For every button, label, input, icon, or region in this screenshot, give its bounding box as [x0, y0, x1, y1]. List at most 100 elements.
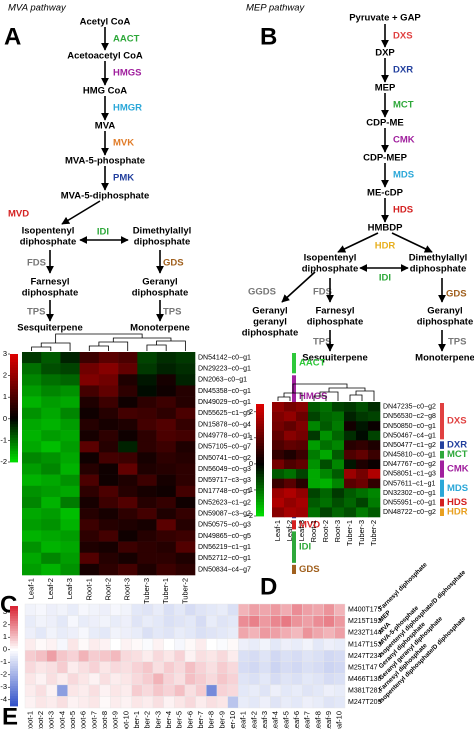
heatmap-cell	[142, 650, 154, 662]
colorbar-step	[256, 476, 264, 480]
heatmap-cell	[131, 661, 143, 674]
heatmap-cell	[60, 519, 80, 531]
heatmap-cell	[248, 684, 260, 697]
colorbar-step	[10, 638, 18, 642]
heatmap-cell	[60, 396, 80, 409]
colorbar-step	[10, 691, 18, 694]
heatmap-cell	[60, 352, 80, 364]
heatmap-cell	[156, 541, 177, 553]
heatmap-cell	[175, 385, 196, 397]
group-bar	[440, 479, 444, 497]
heatmap-cell	[334, 696, 346, 709]
heatmap-cell	[175, 563, 196, 576]
colorbar-step	[10, 608, 18, 612]
heatmap-cell	[41, 496, 61, 509]
heatmap-cell	[174, 650, 186, 662]
group-label: MCT	[447, 449, 468, 460]
heatmap-cell	[272, 411, 285, 422]
heatmap-cell	[24, 684, 36, 697]
heatmap-cell	[332, 459, 345, 470]
heatmap-cell	[78, 696, 90, 709]
heatmap-cell	[156, 563, 177, 576]
heatmap-cell	[344, 411, 357, 422]
heatmap-cell	[56, 638, 68, 651]
compound-label: Isopentenyl	[304, 253, 357, 264]
heatmap-cell	[118, 463, 138, 475]
heatmap-cell	[24, 696, 36, 709]
heatmap-cell	[137, 385, 157, 397]
heatmap-cell	[137, 396, 157, 409]
heatmap-cell	[320, 411, 333, 422]
column-label: Root-1	[309, 520, 318, 543]
heatmap-cell	[184, 626, 196, 639]
heatmap-cell	[175, 508, 196, 520]
heatmap-cell	[356, 421, 369, 432]
heatmap-cell	[302, 615, 314, 628]
enzyme-label: IDI	[97, 227, 109, 238]
colorbar-step	[10, 459, 18, 463]
compound-label: Monoterpene	[130, 323, 190, 334]
heatmap-cell	[270, 650, 282, 662]
colorbar-step	[10, 399, 18, 403]
heatmap-cell	[88, 673, 100, 686]
heatmap-cell	[296, 421, 309, 432]
column-label: Tuber-2	[180, 578, 189, 604]
heatmap-cell	[332, 402, 345, 412]
enzyme-label: TPS	[27, 307, 45, 318]
heatmap-cell	[60, 552, 80, 565]
heatmap-cell	[24, 615, 36, 628]
heatmap-cell	[99, 661, 111, 674]
heatmap-cell	[323, 684, 335, 697]
row-label: DN49865−c0−g5	[198, 533, 251, 540]
enzyme-label: MVD	[8, 209, 29, 220]
heatmap-cell	[280, 696, 292, 709]
row-label: DN52623−c1−g2	[198, 499, 251, 506]
heatmap-cell	[99, 696, 111, 709]
heatmap-cell	[79, 463, 100, 475]
heatmap-cell	[35, 661, 47, 674]
heatmap-cell	[238, 684, 250, 697]
heatmap-cell	[320, 497, 333, 508]
heatmap-cell	[137, 363, 157, 375]
heatmap-cell	[302, 626, 314, 639]
heatmap-cell	[156, 463, 177, 475]
compound-label: diphosphate	[417, 317, 473, 328]
heatmap-cell	[99, 673, 111, 686]
heatmap-cell	[174, 626, 186, 639]
colorbar-step	[256, 412, 264, 416]
heatmap-cell	[272, 469, 285, 479]
heatmap-cell	[227, 603, 239, 616]
heatmap-cell	[312, 673, 324, 686]
colorbar-step	[10, 391, 18, 395]
heatmap-cell	[323, 696, 335, 709]
heatmap-cell	[98, 474, 119, 487]
heatmap-cell	[118, 352, 138, 364]
heatmap-cell	[272, 488, 285, 499]
colorbar-step	[10, 651, 18, 654]
heatmap-cell	[344, 449, 357, 460]
heatmap-cell	[312, 603, 324, 616]
colorbar-step	[10, 435, 18, 439]
heatmap-cell	[248, 696, 260, 709]
heatmap-cell	[142, 661, 154, 674]
heatmap-cell	[302, 661, 314, 674]
heatmap-cell	[110, 661, 122, 674]
heatmap-cell	[78, 638, 90, 651]
heatmap-cell	[60, 430, 80, 442]
heatmap-cell	[60, 441, 80, 453]
heatmap-cell	[368, 478, 381, 489]
column-label: Root-5	[68, 711, 77, 729]
compound-label: Geranyl	[427, 306, 462, 317]
heatmap-cell	[174, 673, 186, 686]
heatmap-cell	[98, 452, 119, 464]
group-label: HDR	[447, 507, 468, 518]
colorbar-step	[10, 623, 18, 627]
colorbar-step	[10, 356, 18, 360]
heatmap-cell	[334, 626, 346, 639]
colorbar-step	[10, 383, 18, 387]
heatmap-cell	[206, 626, 218, 639]
heatmap-cell	[356, 497, 369, 508]
heatmap-cell	[60, 363, 80, 375]
heatmap-cell	[41, 519, 61, 531]
column-label: Leaf-5	[281, 711, 290, 729]
